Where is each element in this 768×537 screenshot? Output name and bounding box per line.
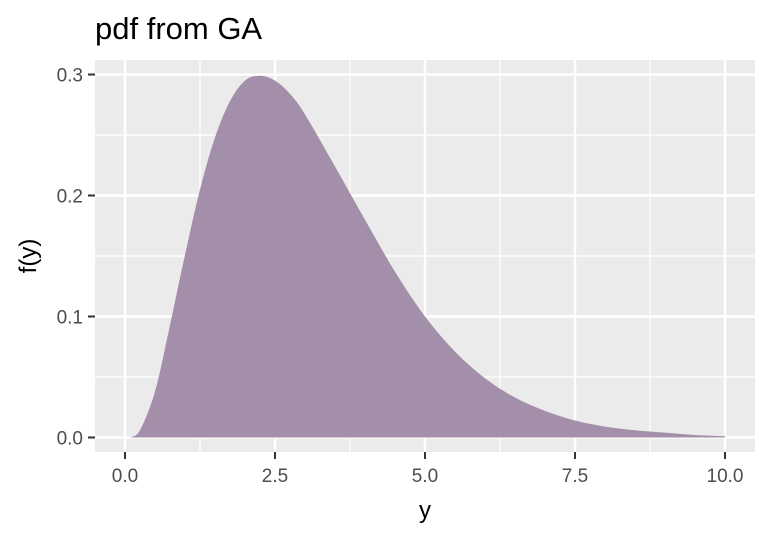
y-tick-label: 0.1 — [57, 307, 83, 328]
y-tick-label: 0.3 — [57, 66, 83, 87]
x-axis-title: y — [419, 497, 431, 524]
y-axis: 0.0 0.1 0.2 0.3 — [57, 66, 95, 449]
y-axis-title: f(y) — [15, 239, 42, 274]
y-tick-label: 0.2 — [57, 187, 83, 208]
x-tick-label: 10.0 — [707, 466, 744, 487]
x-tick-label: 2.5 — [262, 466, 288, 487]
chart-title: pdf from GA — [95, 11, 262, 46]
x-axis: 0.0 2.5 5.0 7.5 10.0 — [112, 452, 744, 487]
x-tick-label: 0.0 — [112, 466, 138, 487]
x-tick-label: 5.0 — [412, 466, 438, 487]
density-area — [131, 75, 725, 438]
x-tick-label: 7.5 — [562, 466, 588, 487]
y-tick-label: 0.0 — [57, 428, 83, 449]
